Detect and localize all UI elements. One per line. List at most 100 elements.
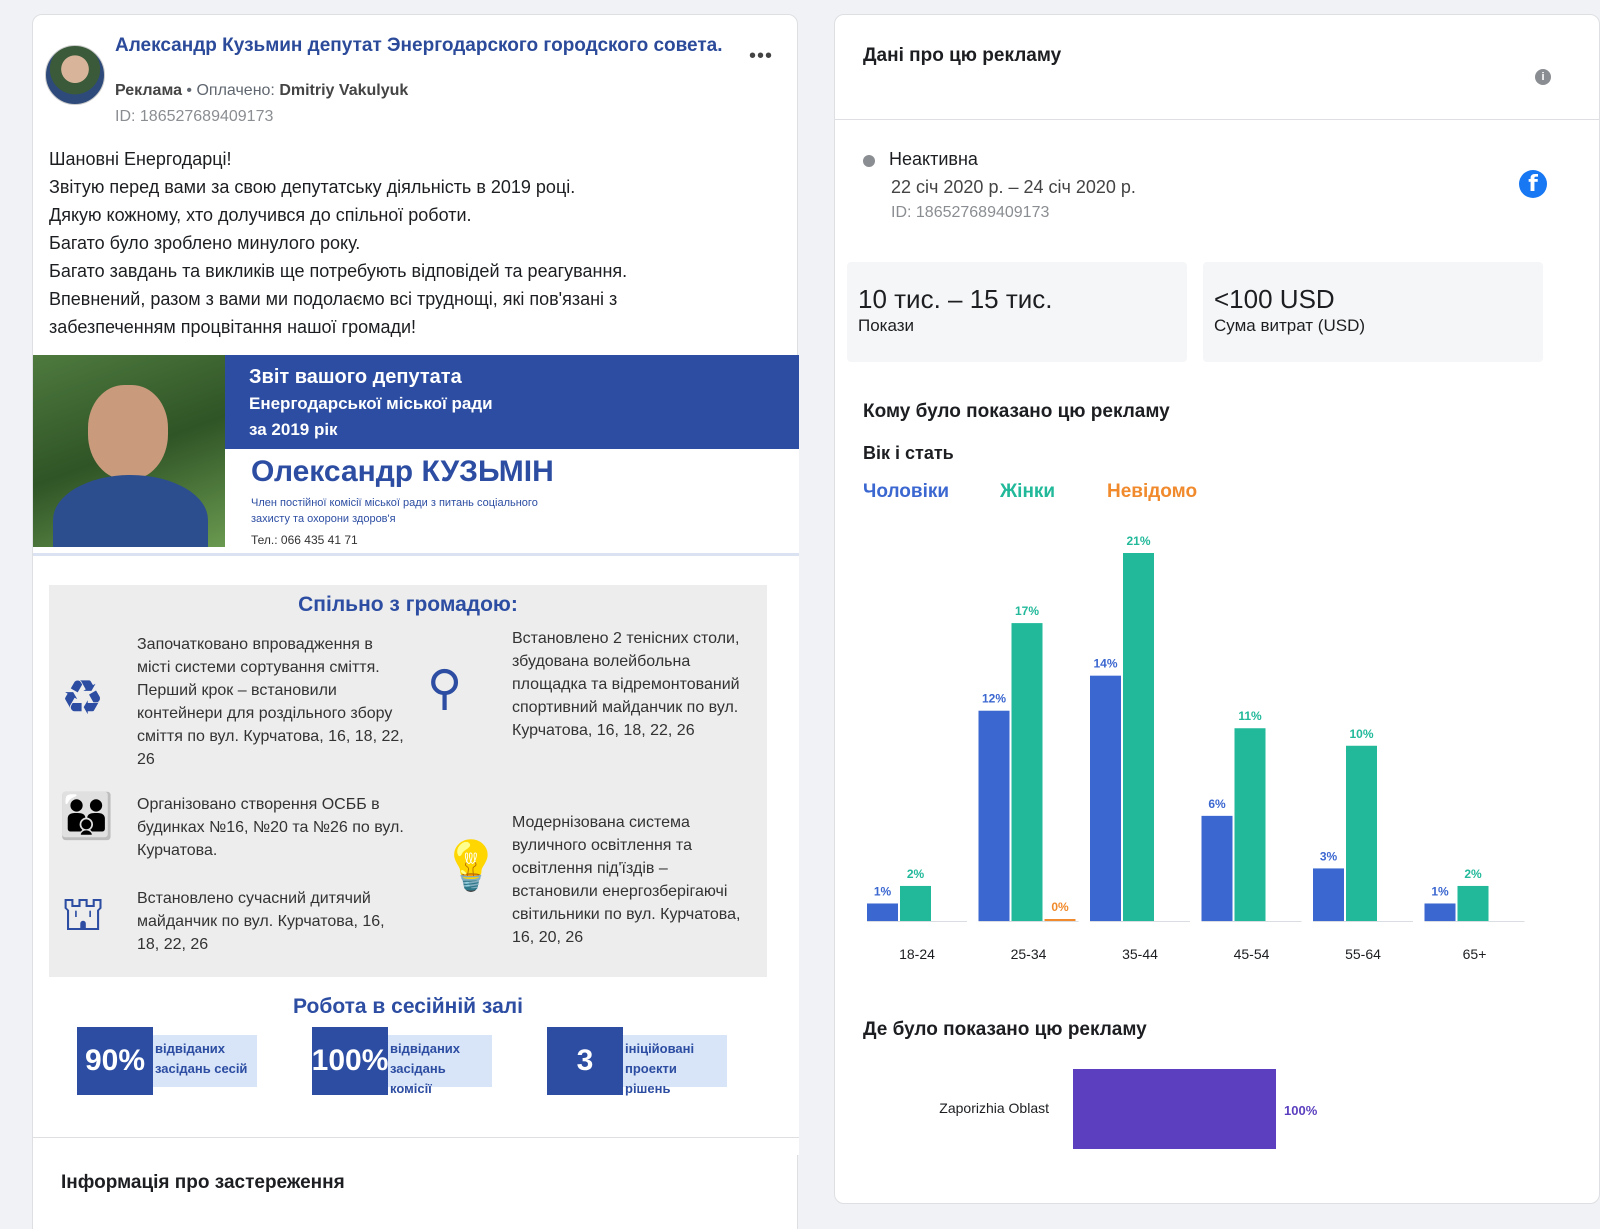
sponsored-meta: Реклама • Оплачено: Dmitriy Vakulyuk <box>115 82 408 100</box>
disclaimer-divider <box>33 1137 799 1138</box>
bar-value-label: 21% <box>1126 534 1150 548</box>
age-tick-label: 25-34 <box>1011 946 1047 962</box>
stat-label: ініційовані проекти рішень <box>623 1035 727 1096</box>
region-chart: Zaporizhia Oblast 100% <box>939 1069 1318 1149</box>
bar-value-label: 0% <box>1051 900 1069 914</box>
details-ad-id: ID: 186527689409173 <box>891 204 1050 221</box>
community-item: Модернізована система вуличного освітлен… <box>512 814 741 946</box>
community-item: Встановлено сучасний дитячий майданчик п… <box>137 890 385 953</box>
candidate-name: Олександр КУЗЬМІН <box>251 455 554 488</box>
disclaimer-title[interactable]: Інформація про застереження <box>61 1172 345 1193</box>
banner-line-3: за 2019 рік <box>249 420 338 439</box>
bar-25-34-0 <box>978 710 1010 921</box>
report-banner: Звіт вашого депутата Енергодарської місь… <box>225 355 799 449</box>
paid-by-name: Dmitriy Vakulyuk <box>279 82 409 99</box>
post-text: Шановні Енергодарці! Звітую перед вами з… <box>49 145 789 341</box>
photo-head <box>88 385 168 480</box>
region-bar <box>1073 1069 1276 1149</box>
run-dates: 22 січ 2020 р. – 24 січ 2020 р. <box>891 177 1136 197</box>
community-item: Започатковано впровадження в місті систе… <box>137 636 404 768</box>
bar-value-label: 14% <box>1093 657 1117 671</box>
post-text-line: забезпеченням процвітання нашої громади! <box>49 317 417 337</box>
age-gender-title: Вік і стать <box>863 443 954 463</box>
impressions-label: Покази <box>858 316 915 335</box>
spend-value: <100 USD <box>1214 284 1335 314</box>
bar-value-label: 11% <box>1238 709 1262 723</box>
bar-18-24-0 <box>867 903 898 921</box>
playground-icon: ⛫ <box>61 888 106 941</box>
legend-women[interactable]: Жінки <box>1000 481 1056 502</box>
age-tick-label: 65+ <box>1463 946 1487 962</box>
paid-by-label: Оплачено: <box>196 82 275 99</box>
light-bulb-icon: 💡 <box>441 840 501 893</box>
age-gender-chart: 1% 2% 18-24 12% 17% 0% 25-34 14% 21% 35-44 6% 11% 45… <box>867 534 1525 962</box>
session-title: Робота в сесійній залі <box>293 995 523 1018</box>
bar-35-44-1 <box>1123 553 1154 921</box>
post-text-line: Звітую перед вами за свою депутатську ді… <box>49 177 576 197</box>
stat-number: 90% <box>77 1027 153 1095</box>
bar-25-34-1 <box>1011 623 1043 921</box>
recycle-icon: ♻ <box>61 672 105 725</box>
impressions-value: 10 тис. – 15 тис. <box>858 284 1053 314</box>
post-text-line: Впевнений, разом з вами ми подолаємо всі… <box>49 289 618 309</box>
spend-label: Сума витрат (USD) <box>1214 316 1366 335</box>
stat-label: відвіданих засідань комісії <box>388 1035 492 1096</box>
details-divider <box>835 119 1600 120</box>
sponsored-label: Реклама <box>115 82 182 99</box>
stat-sessions: 90% відвіданих засідань сесій <box>77 1027 257 1095</box>
impressions-metric: 10 тис. – 15 тис. Покази <box>847 262 1187 362</box>
spend-metric: <100 USD Сума витрат (USD) <box>1203 262 1543 362</box>
bar-25-34-2 <box>1044 919 1076 921</box>
bar-value-label: 1% <box>1431 884 1449 898</box>
more-dots-icon[interactable]: ••• <box>749 45 774 67</box>
post-text-line: Дякую кожному, хто долучився до спільної… <box>49 205 472 225</box>
creative-divider <box>33 553 799 556</box>
page-name-link[interactable]: Александр Кузьмин депутат Энергодарского… <box>115 35 723 56</box>
bar-value-label: 1% <box>874 884 892 898</box>
stat-number: 3 <box>547 1027 623 1095</box>
legend-unknown[interactable]: Невідомо <box>1107 481 1198 502</box>
candidate-phone: Тел.: 066 435 41 71 <box>251 533 358 547</box>
post-text-line: Багато завдань та викликів ще потребують… <box>49 261 628 281</box>
bar-value-label: 12% <box>982 692 1006 706</box>
photo-shirt <box>53 475 208 547</box>
community-section: Спільно з громадою: ♻ Започатковано впро… <box>49 585 767 977</box>
bar-value-label: 10% <box>1349 727 1373 741</box>
age-tick-label: 18-24 <box>899 946 935 962</box>
ping-pong-icon: ⚲ <box>427 662 463 715</box>
community-item: Організовано створення ОСББ в будинках №… <box>137 796 404 859</box>
bar-value-label: 3% <box>1320 849 1338 863</box>
people-icon: 👪 <box>59 792 114 841</box>
meta-separator: • <box>186 82 197 99</box>
info-icon[interactable]: i <box>1535 69 1551 85</box>
bar-55-64-0 <box>1313 868 1344 921</box>
page-avatar[interactable] <box>45 45 105 105</box>
bar-65+-0 <box>1424 903 1456 921</box>
details-title: Дані про цю рекламу <box>863 45 1062 66</box>
region-value-label: 100% <box>1284 1103 1318 1118</box>
age-tick-label: 45-54 <box>1234 946 1270 962</box>
ad-details-card: Дані про цю рекламу i Неактивна 22 січ 2… <box>834 14 1600 1204</box>
bar-value-label: 2% <box>907 867 925 881</box>
bar-value-label: 6% <box>1208 797 1226 811</box>
community-title: Спільно з громадою: <box>298 593 518 616</box>
status-dot-icon <box>863 155 875 167</box>
bar-45-54-1 <box>1234 728 1266 921</box>
ad-preview-card: Александр Кузьмин депутат Энергодарского… <box>32 14 799 1229</box>
bar-value-label: 17% <box>1015 604 1039 618</box>
candidate-photo <box>33 355 225 547</box>
bar-65+-1 <box>1457 885 1489 921</box>
legend-men[interactable]: Чоловіки <box>863 481 950 502</box>
bar-55-64-1 <box>1346 745 1377 921</box>
bar-45-54-0 <box>1201 815 1233 921</box>
age-tick-label: 35-44 <box>1122 946 1158 962</box>
location-title: Де було показано цю рекламу <box>863 1019 1147 1040</box>
facebook-icon: f <box>1519 170 1547 198</box>
stat-number: 100% <box>312 1027 388 1095</box>
ad-creative-image[interactable]: Звіт вашого депутата Енергодарської місь… <box>33 355 799 1155</box>
stat-commissions: 100% відвіданих засідань комісії <box>312 1027 492 1096</box>
region-label: Zaporizhia Oblast <box>939 1100 1049 1116</box>
stat-label: відвіданих засідань сесій <box>153 1035 257 1087</box>
candidate-role: Член постійної комісії міської ради з пи… <box>251 497 538 525</box>
banner-line-1: Звіт вашого депутата <box>249 366 462 388</box>
